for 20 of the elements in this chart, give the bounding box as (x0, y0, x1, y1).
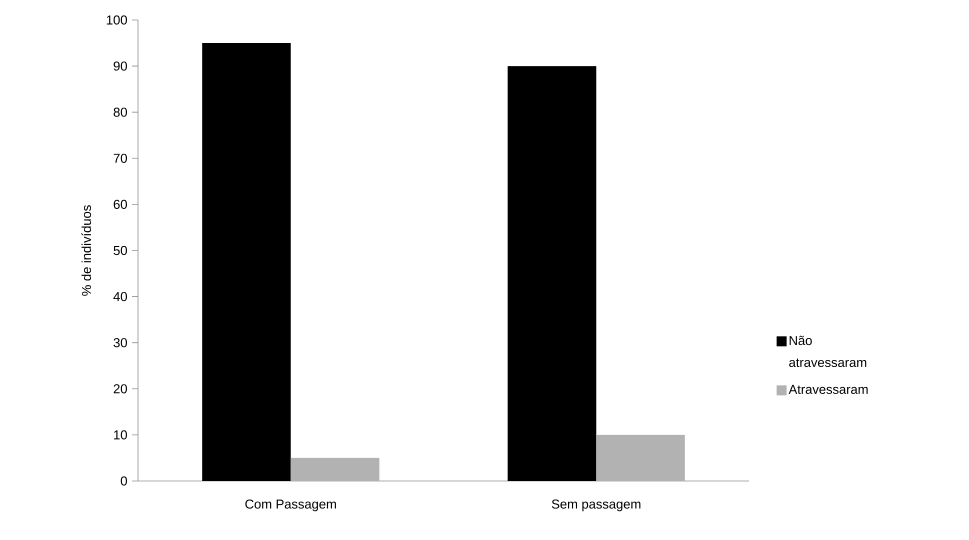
y-tick-label: 90 (114, 61, 127, 71)
bar (596, 434, 685, 481)
y-tick-label: 80 (114, 108, 127, 117)
y-tick-label: 20 (114, 384, 127, 394)
y-tick-label: 60 (114, 200, 127, 209)
y-tick-label: 0 (120, 476, 127, 486)
y-axis-title: % de indivíduos (81, 205, 92, 296)
y-tick-label: 70 (114, 154, 127, 163)
bar (508, 66, 596, 481)
y-tick-label: 100 (106, 15, 127, 25)
y-tick-label: 40 (113, 292, 127, 302)
y-tick-label: 10 (114, 430, 127, 440)
legend-label: Atravessaram (788, 384, 868, 394)
y-tick-label: 30 (114, 338, 127, 348)
x-tick-label: Com Passagem (245, 499, 336, 512)
bar (290, 458, 380, 481)
legend-label: Não atravessaram (789, 336, 866, 368)
y-tick-label: 50 (114, 246, 127, 256)
bar (202, 43, 291, 481)
x-tick-label: Sem passagem (552, 499, 640, 512)
